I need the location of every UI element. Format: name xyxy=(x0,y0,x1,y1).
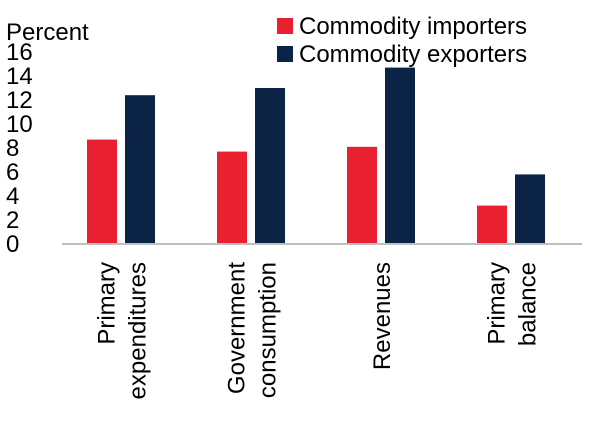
y-unit-label: Percent xyxy=(6,19,89,46)
y-tick-label: 16 xyxy=(6,39,33,66)
bar xyxy=(217,151,247,244)
bar xyxy=(347,146,377,244)
bar xyxy=(255,88,285,244)
bar xyxy=(477,205,507,244)
legend-label: Commodity importers xyxy=(299,13,527,40)
legend-swatch xyxy=(277,18,293,34)
x-tick-label: Government xyxy=(224,262,251,394)
x-tick-label: Revenues xyxy=(369,262,396,370)
y-tick-label: 6 xyxy=(6,159,19,186)
bar xyxy=(385,67,415,244)
bar xyxy=(125,95,155,244)
x-axis-labels: Primary expenditures Government consumption… xyxy=(94,262,542,400)
x-tick-label: balance xyxy=(515,262,542,346)
x-tick-label: Primary xyxy=(94,262,121,345)
bar xyxy=(515,174,545,244)
x-tick-label: expenditures xyxy=(125,262,152,399)
y-tick-label: 4 xyxy=(6,183,19,210)
y-tick-label: 14 xyxy=(6,63,33,90)
x-tick-label: consumption xyxy=(255,262,282,398)
bar xyxy=(87,139,117,244)
y-tick-label: 8 xyxy=(6,135,19,162)
legend-label: Commodity exporters xyxy=(299,41,527,68)
legend-swatch xyxy=(277,46,293,62)
y-tick-label: 10 xyxy=(6,111,33,138)
bars xyxy=(87,67,545,244)
y-tick-label: 12 xyxy=(6,87,33,114)
x-tick-label: Primary xyxy=(484,262,511,345)
y-tick-label: 2 xyxy=(6,207,19,234)
y-tick-label: 0 xyxy=(6,231,19,258)
